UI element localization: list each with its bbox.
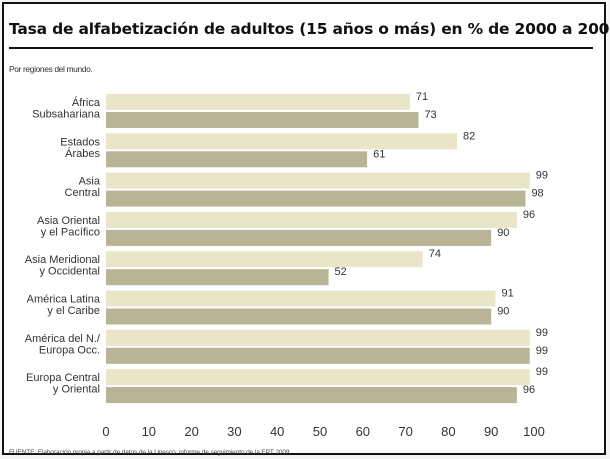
chart-subtitle: Por regiones del mundo. [9, 64, 93, 74]
bar [106, 190, 526, 207]
bar [106, 251, 423, 268]
x-tick-label: 40 [270, 424, 284, 439]
x-tick-label: 0 [102, 424, 109, 439]
value-label: 90 [497, 227, 509, 239]
value-label: 90 [497, 306, 509, 318]
category-label: Central [65, 187, 100, 199]
x-tick-label: 20 [184, 424, 198, 439]
value-label: 99 [536, 345, 548, 357]
bar [106, 112, 419, 128]
category-label: y Occidental [39, 266, 100, 278]
category-label: Árabes [65, 147, 100, 160]
x-tick-label: 30 [227, 424, 241, 439]
value-label: 74 [429, 248, 441, 260]
x-tick-label: 90 [484, 424, 498, 439]
bar [106, 387, 517, 404]
value-label: 71 [416, 91, 428, 103]
category-label: Asia [79, 176, 101, 188]
bar [106, 290, 496, 307]
source-note: FUENTE: Elaboración propia a partir de d… [9, 449, 292, 456]
value-label: 99 [536, 366, 548, 378]
category-label: y el Pacífico [41, 226, 100, 238]
value-label: 98 [531, 188, 543, 200]
x-tick-label: 60 [356, 424, 370, 439]
bar [106, 151, 368, 168]
x-tick-label: 80 [441, 424, 455, 439]
category-label: y el Caribe [47, 305, 100, 317]
value-label: 82 [463, 130, 475, 142]
category-label: y Oriental [53, 384, 100, 396]
value-label: 73 [424, 109, 436, 121]
x-tick-label: 50 [313, 424, 327, 439]
chart-title: Tasa de alfabetización de adultos (15 añ… [9, 20, 610, 38]
value-label: 99 [536, 170, 548, 182]
bar [106, 269, 329, 286]
x-tick-label: 70 [398, 424, 412, 439]
bar [106, 347, 530, 364]
bar [106, 211, 517, 228]
bar [106, 94, 410, 110]
category-label: Asia Oriental [37, 215, 100, 227]
bar [106, 133, 457, 150]
value-label: 52 [335, 266, 347, 278]
category-label: Estados [60, 136, 100, 148]
x-tick-label: 100 [523, 424, 545, 439]
value-label: 61 [373, 148, 385, 160]
title-divider [9, 47, 593, 49]
bar [106, 172, 530, 189]
bar [106, 229, 492, 246]
value-label: 96 [523, 209, 535, 221]
category-label: África [72, 96, 101, 109]
x-tick-label: 10 [142, 424, 156, 439]
value-label: 99 [536, 327, 548, 339]
bar [106, 369, 530, 386]
category-label: América del N./ [25, 333, 101, 345]
category-label: Europa Central [26, 372, 100, 384]
value-label: 96 [523, 384, 535, 396]
bar [106, 308, 492, 325]
bar [106, 329, 530, 346]
category-label: Asia Meridional [25, 254, 100, 266]
category-label: Subsahariana [32, 109, 101, 121]
value-label: 91 [501, 288, 513, 300]
category-label: América Latina [27, 294, 101, 306]
category-label: Europa Occ. [39, 344, 100, 356]
